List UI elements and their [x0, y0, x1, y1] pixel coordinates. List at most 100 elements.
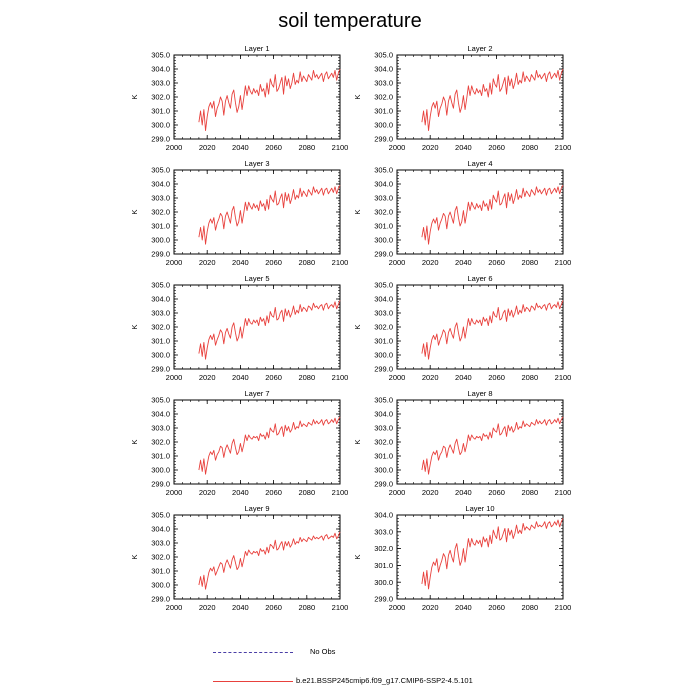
chart-panel-layer-5: Layer 5 K 299.0 300.0 301.0 302.0 303.0 304.0 30…	[130, 274, 348, 382]
y-tick-label: 302.0	[374, 323, 393, 332]
chart-panel-layer-3: Layer 3 K 299.0 300.0 301.0 302.0 303.0 304.0 30…	[130, 159, 348, 267]
x-tick-label: 2060	[488, 143, 505, 152]
y-tick-label: 302.0	[151, 208, 170, 217]
x-tick-label: 2060	[265, 258, 282, 267]
plot-frame-layer-9	[173, 514, 341, 600]
series-line-layer-3	[198, 185, 341, 245]
x-tick-label: 2040	[455, 143, 472, 152]
y-tick-label: 300.0	[151, 466, 170, 475]
y-tick-label: 304.0	[151, 180, 170, 189]
x-tick-label: 2080	[298, 603, 315, 612]
x-tick-label: 2060	[488, 603, 505, 612]
chart-title-layer-2: Layer 2	[467, 44, 492, 53]
y-tick-label: 304.0	[374, 65, 393, 74]
y-tick-label: 299.0	[151, 365, 170, 374]
y-tick-label: 303.0	[151, 539, 170, 548]
y-tick-label: 304.0	[151, 410, 170, 419]
x-tick-label: 2040	[232, 373, 249, 382]
chart-panel-layer-8: Layer 8 K 299.0 300.0 301.0 302.0 303.0 304.0 30…	[353, 389, 571, 497]
y-tick-label: 303.0	[151, 194, 170, 203]
x-tick-label: 2080	[521, 143, 538, 152]
x-tick-label: 2000	[389, 373, 406, 382]
x-tick-label: 2000	[389, 488, 406, 497]
x-tick-label: 2040	[455, 488, 472, 497]
y-tick-label: 304.0	[151, 525, 170, 534]
chart-title-layer-5: Layer 5	[244, 274, 269, 283]
x-tick-label: 2020	[199, 258, 216, 267]
x-tick-label: 2020	[422, 258, 439, 267]
x-tick-label: 2060	[265, 603, 282, 612]
y-tick-label: 299.0	[151, 595, 170, 604]
chart-panel-layer-2: Layer 2 K 299.0 300.0 301.0 302.0 303.0 304.0 30…	[353, 44, 571, 152]
x-tick-label: 2020	[422, 488, 439, 497]
series-line-layer-1	[198, 68, 341, 132]
y-tick-label: 301.0	[374, 337, 393, 346]
y-tick-label: 305.0	[151, 51, 170, 60]
y-tick-label: 303.0	[374, 194, 393, 203]
y-axis-label: K	[353, 439, 362, 444]
x-tick-label: 2000	[389, 143, 406, 152]
x-tick-label: 2020	[422, 603, 439, 612]
x-tick-label: 2100	[555, 488, 572, 497]
series-line-layer-8	[421, 416, 564, 475]
x-tick-label: 2100	[555, 373, 572, 382]
y-tick-label: 302.0	[374, 438, 393, 447]
x-tick-label: 2020	[199, 488, 216, 497]
x-tick-label: 2040	[455, 373, 472, 382]
y-tick-label: 304.0	[374, 410, 393, 419]
x-tick-label: 2100	[332, 603, 349, 612]
series-line-layer-7	[198, 416, 341, 475]
x-tick-label: 2040	[455, 603, 472, 612]
y-tick-label: 303.0	[374, 424, 393, 433]
x-tick-label: 2060	[488, 373, 505, 382]
y-tick-label: 305.0	[151, 281, 170, 290]
y-tick-label: 305.0	[374, 396, 393, 405]
y-tick-label: 300.0	[374, 236, 393, 245]
y-tick-label: 300.0	[151, 236, 170, 245]
y-tick-label: 304.0	[374, 180, 393, 189]
y-tick-label: 303.0	[151, 424, 170, 433]
y-tick-label: 302.0	[151, 93, 170, 102]
plot-frame-layer-5	[173, 284, 341, 370]
y-tick-label: 304.0	[151, 295, 170, 304]
chart-panel-layer-10: Layer 10 K 299.0 300.0 301.0 302.0 303.0 304.0 2…	[353, 504, 571, 612]
y-tick-label: 304.0	[151, 65, 170, 74]
plot-frame-layer-4	[396, 169, 564, 255]
y-tick-label: 301.0	[374, 561, 393, 570]
y-tick-label: 302.0	[151, 553, 170, 562]
y-tick-label: 299.0	[151, 480, 170, 489]
x-tick-label: 2000	[166, 373, 183, 382]
x-tick-label: 2020	[199, 373, 216, 382]
x-tick-label: 2080	[521, 603, 538, 612]
series-line-layer-10	[421, 518, 564, 590]
x-tick-label: 2060	[265, 373, 282, 382]
x-tick-label: 2020	[199, 603, 216, 612]
y-axis-label: K	[353, 324, 362, 329]
y-axis-label: K	[353, 94, 362, 99]
y-tick-label: 305.0	[374, 166, 393, 175]
y-tick-label: 299.0	[374, 365, 393, 374]
legend-obs-label: No Obs	[310, 647, 336, 656]
chart-title-layer-1: Layer 1	[244, 44, 269, 53]
y-tick-label: 300.0	[151, 351, 170, 360]
y-tick-label: 302.0	[151, 323, 170, 332]
x-tick-label: 2000	[166, 603, 183, 612]
y-axis-label: K	[130, 439, 139, 444]
plot-frame-layer-1	[173, 54, 341, 140]
x-tick-label: 2100	[332, 258, 349, 267]
chart-panel-layer-1: Layer 1 K 299.0 300.0 301.0 302.0 303.0 304.0 30…	[130, 44, 348, 152]
y-tick-label: 299.0	[374, 135, 393, 144]
y-tick-label: 302.0	[374, 544, 393, 553]
y-tick-label: 303.0	[374, 527, 393, 536]
x-tick-label: 2040	[455, 258, 472, 267]
x-tick-label: 2020	[199, 143, 216, 152]
y-tick-label: 300.0	[374, 578, 393, 587]
y-axis-label: K	[130, 209, 139, 214]
x-tick-label: 2100	[555, 143, 572, 152]
plot-frame-layer-7	[173, 399, 341, 485]
x-tick-label: 2020	[422, 143, 439, 152]
x-tick-label: 2000	[389, 603, 406, 612]
x-tick-label: 2080	[521, 488, 538, 497]
